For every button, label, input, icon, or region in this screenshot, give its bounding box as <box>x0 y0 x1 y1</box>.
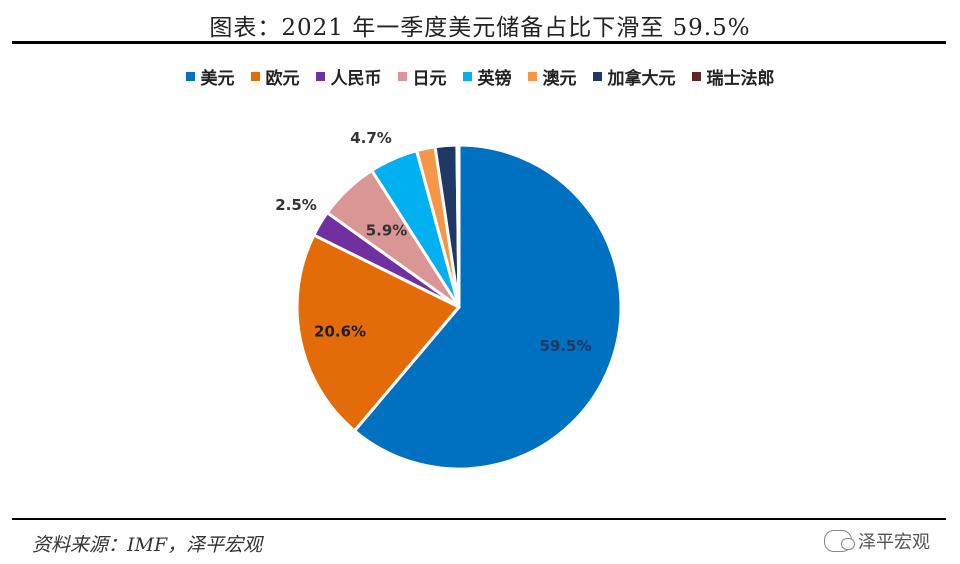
legend-swatch <box>250 72 260 81</box>
slice-data-label: 4.7% <box>350 129 392 147</box>
legend-swatch <box>315 72 325 81</box>
pie-slice <box>295 233 461 433</box>
legend-label: 英镑 <box>477 69 512 89</box>
legend-label: 人民币 <box>330 69 382 89</box>
pie-slice <box>455 143 461 309</box>
bottom-rule <box>12 518 946 520</box>
slice-data-label: 2.5% <box>275 196 317 214</box>
legend-item: 瑞士法郎 <box>691 64 775 89</box>
legend-item: 澳元 <box>527 64 577 89</box>
legend: 美元 欧元 人民币 日元 英镑 澳元 加拿大元 瑞士法郎 <box>0 64 960 89</box>
chart-title: 图表：2021 年一季度美元储备占比下滑至 59.5% <box>209 15 751 41</box>
slice-data-label: 59.5% <box>539 337 591 355</box>
legend-label: 澳元 <box>542 69 577 89</box>
slice-data-label: 20.6% <box>314 323 366 341</box>
watermark-text: 泽平宏观 <box>858 532 930 553</box>
pie-slice <box>353 143 623 471</box>
legend-item: 欧元 <box>250 64 300 89</box>
legend-swatch <box>527 72 537 81</box>
legend-label: 加拿大元 <box>607 69 676 89</box>
legend-label: 美元 <box>200 69 235 89</box>
legend-swatch <box>185 72 195 81</box>
legend-item: 美元 <box>185 64 235 89</box>
legend-item: 日元 <box>397 64 447 89</box>
top-rule <box>12 41 946 44</box>
legend-swatch <box>397 72 407 81</box>
source-note: 资料来源：IMF，泽平宏观 <box>32 534 263 556</box>
legend-swatch <box>462 72 472 81</box>
legend-item: 人民币 <box>315 64 382 89</box>
wechat-icon <box>824 530 855 552</box>
legend-swatch <box>691 72 701 81</box>
legend-item: 加拿大元 <box>592 64 676 89</box>
legend-item: 英镑 <box>462 64 512 89</box>
slice-data-label: 5.9% <box>366 222 408 240</box>
watermark: 泽平宏观 <box>824 528 930 554</box>
legend-label: 欧元 <box>265 69 300 89</box>
legend-label: 日元 <box>412 69 447 89</box>
legend-swatch <box>592 72 602 81</box>
legend-label: 瑞士法郎 <box>706 69 775 89</box>
